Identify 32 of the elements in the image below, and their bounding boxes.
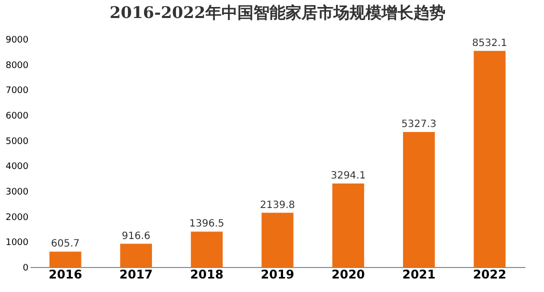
y-tick-label: 9000 bbox=[6, 36, 29, 46]
y-tick-label: 7000 bbox=[6, 86, 29, 96]
bar bbox=[262, 212, 294, 267]
y-tick-label: 4000 bbox=[6, 162, 29, 172]
x-tick-label: 2017 bbox=[119, 268, 153, 282]
x-tick-label: 2022 bbox=[472, 268, 506, 282]
bar bbox=[190, 232, 223, 267]
x-tick-label: 2020 bbox=[332, 268, 365, 282]
chart-title: 2016-2022年中国智能家居市场规模增长趋势 bbox=[110, 3, 446, 22]
data-label: 605.7 bbox=[51, 238, 80, 250]
x-tick-label: 2016 bbox=[48, 268, 82, 282]
bar bbox=[49, 252, 82, 267]
data-label: 1396.5 bbox=[189, 218, 224, 230]
y-tick-label: 3000 bbox=[6, 188, 29, 198]
bar bbox=[474, 50, 506, 267]
x-tick-label: 2019 bbox=[260, 268, 294, 282]
bar bbox=[403, 132, 435, 267]
y-tick-label: 5000 bbox=[6, 136, 29, 147]
data-label: 916.6 bbox=[122, 230, 150, 242]
y-tick-label: 8000 bbox=[6, 60, 29, 71]
bar bbox=[332, 184, 364, 267]
y-tick-label: 0 bbox=[22, 264, 29, 274]
data-label: 3294.1 bbox=[330, 170, 366, 182]
y-tick-label: 6000 bbox=[6, 112, 29, 122]
x-tick-label: 2021 bbox=[402, 268, 436, 282]
y-tick-label: 1000 bbox=[6, 238, 29, 248]
data-label: 2139.8 bbox=[260, 200, 295, 211]
x-tick-label: 2018 bbox=[190, 268, 224, 282]
data-label: 8532.1 bbox=[472, 38, 508, 49]
bar bbox=[120, 244, 152, 267]
y-tick-label: 2000 bbox=[6, 212, 29, 223]
data-label: 5327.3 bbox=[401, 119, 436, 130]
